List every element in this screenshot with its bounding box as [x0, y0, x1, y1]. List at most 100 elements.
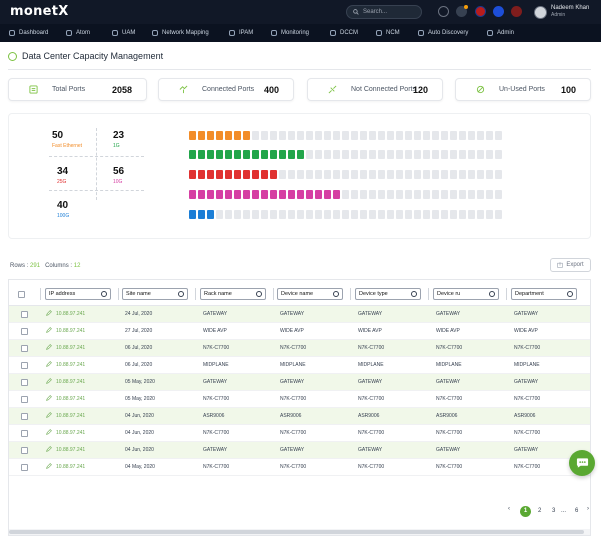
- network-icon: [152, 30, 158, 36]
- legend-divider: [49, 190, 144, 191]
- horizontal-scrollbar[interactable]: [9, 529, 590, 535]
- edit-icon[interactable]: [46, 327, 52, 333]
- next-page-button[interactable]: ›: [587, 506, 589, 512]
- column-filter-device-name[interactable]: Device name: [277, 288, 343, 300]
- column-filter-device-type[interactable]: Device type: [355, 288, 421, 300]
- row-checkbox[interactable]: [21, 464, 28, 471]
- table-cell: 06 Jul, 2020: [125, 345, 153, 351]
- nav-item-admin[interactable]: Admin: [487, 24, 514, 42]
- theme-toggle-icon[interactable]: [438, 6, 449, 17]
- nav-item-auto-discovery[interactable]: Auto Discovery: [418, 24, 468, 42]
- row-checkbox[interactable]: [21, 328, 28, 335]
- ip-address-link[interactable]: 10.88.97.241: [56, 328, 86, 334]
- row-checkbox[interactable]: [21, 447, 28, 454]
- ip-address-link[interactable]: 10.88.97.241: [56, 430, 86, 436]
- row-checkbox[interactable]: [21, 379, 28, 386]
- edit-icon[interactable]: [46, 463, 52, 469]
- port-cell: [297, 150, 304, 159]
- row-checkbox[interactable]: [21, 345, 28, 352]
- export-button[interactable]: Export: [550, 258, 591, 272]
- ip-address-link[interactable]: 10.88.97.241: [56, 464, 86, 470]
- table-row[interactable]: 10.88.97.241 04 Jun, 2020 GATEWAY GATEWAY GA…: [9, 442, 590, 459]
- page-button-6[interactable]: 6: [575, 508, 579, 514]
- table-row[interactable]: 10.88.97.241 27 Jul, 2020 WIDE AVP WIDE AVP…: [9, 323, 590, 340]
- nav-item-uam[interactable]: UAM: [112, 24, 135, 42]
- nav-item-dccm[interactable]: DCCM: [330, 24, 358, 42]
- edit-icon[interactable]: [46, 344, 52, 350]
- port-cell: [342, 150, 349, 159]
- table-row[interactable]: 10.88.97.241 24 Jul, 2020 GATEWAY GATEWAY GA…: [9, 306, 590, 323]
- language-flag-icon[interactable]: [475, 6, 486, 17]
- column-filter-device-ru[interactable]: Device ru: [433, 288, 499, 300]
- page-button-3[interactable]: 3: [552, 508, 556, 514]
- dccm-title-icon: [8, 51, 17, 61]
- column-filter-site-name[interactable]: Site name: [122, 288, 188, 300]
- port-cell: [216, 210, 223, 219]
- chat-button[interactable]: [569, 450, 595, 476]
- table-row[interactable]: 10.88.97.241 04 May, 2020 N7K-C7700 N7K-C77…: [9, 459, 590, 476]
- page-button-2[interactable]: 2: [538, 508, 542, 514]
- stat-value: 100: [560, 84, 576, 95]
- ip-address-link[interactable]: 10.88.97.241: [56, 311, 86, 317]
- ip-address-link[interactable]: 10.88.97.241: [56, 413, 86, 419]
- table-row[interactable]: 10.88.97.241 06 Jul, 2020 N7K-C7700 N7K-C77…: [9, 340, 590, 357]
- table-row[interactable]: 10.88.97.241 06 Jul, 2020 MIDPLANE MIDPLANE…: [9, 357, 590, 374]
- table-cell: N7K-C7700: [436, 430, 463, 436]
- row-checkbox[interactable]: [21, 311, 28, 318]
- nav-item-ipam[interactable]: IPAM: [229, 24, 253, 42]
- ip-address-link[interactable]: 10.88.97.241: [56, 379, 86, 385]
- port-cell: [270, 150, 277, 159]
- port-cell: [315, 150, 322, 159]
- table-row[interactable]: 10.88.97.241 04 Jun, 2020 N7K-C7700 N7K-C77…: [9, 425, 590, 442]
- ip-address-link[interactable]: 10.88.97.241: [56, 396, 86, 402]
- edit-icon[interactable]: [46, 412, 52, 418]
- ip-address-link[interactable]: 10.88.97.241: [56, 447, 86, 453]
- nav-item-network-mapping[interactable]: Network Mapping: [152, 24, 209, 42]
- edit-icon[interactable]: [46, 361, 52, 367]
- export-icon: [557, 262, 564, 268]
- page-button-1[interactable]: 1: [520, 506, 531, 517]
- edit-icon[interactable]: [46, 446, 52, 452]
- row-checkbox[interactable]: [21, 413, 28, 420]
- scrollbar-thumb[interactable]: [9, 530, 584, 534]
- column-filter-rack-name[interactable]: Rack name: [200, 288, 266, 300]
- port-cell: [279, 131, 286, 140]
- app-logo[interactable]: monetX: [10, 4, 69, 19]
- prev-page-button[interactable]: ‹: [508, 506, 510, 512]
- table-row[interactable]: 10.88.97.241 05 May, 2020 GATEWAY GATEWAY GA…: [9, 374, 590, 391]
- user-menu[interactable]: Nadeem Khan Admin: [534, 4, 598, 20]
- column-header: IP address: [49, 291, 76, 297]
- settings-icon[interactable]: [493, 6, 504, 17]
- nav-item-monitoring[interactable]: Monitoring: [271, 24, 309, 42]
- table-row[interactable]: 10.88.97.241 05 May, 2020 N7K-C7700 N7K-C77…: [9, 391, 590, 408]
- column-filter-department[interactable]: Department: [511, 288, 577, 300]
- ip-address-link[interactable]: 10.88.97.241: [56, 345, 86, 351]
- notification-icon[interactable]: [456, 5, 468, 17]
- ip-address-link[interactable]: 10.88.97.241: [56, 362, 86, 368]
- edit-icon[interactable]: [46, 395, 52, 401]
- port-cell: [378, 131, 385, 140]
- nav-item-ncm[interactable]: NCM: [376, 24, 400, 42]
- edit-icon[interactable]: [46, 310, 52, 316]
- row-checkbox[interactable]: [21, 396, 28, 403]
- row-checkbox[interactable]: [21, 362, 28, 369]
- table-cell: GATEWAY: [280, 447, 305, 453]
- port-cell: [234, 210, 241, 219]
- legend-value-fast-ethernet: 50: [52, 130, 64, 141]
- edit-icon[interactable]: [46, 378, 52, 384]
- nav-label: Admin: [497, 30, 515, 36]
- global-search[interactable]: Search...: [346, 5, 422, 19]
- nav-item-dashboard[interactable]: Dashboard: [9, 24, 48, 42]
- port-cell: [207, 190, 214, 199]
- nav-label: Network Mapping: [162, 30, 209, 36]
- edit-icon[interactable]: [46, 429, 52, 435]
- power-icon[interactable]: [511, 6, 522, 17]
- stat-label: Not Connected Ports: [351, 86, 416, 93]
- port-cell: [396, 131, 403, 140]
- column-filter-ip-address[interactable]: IP address: [45, 288, 111, 300]
- table-row[interactable]: 10.88.97.241 04 Jun, 2020 ASR9006 ASR9006 AS…: [9, 408, 590, 425]
- select-all-checkbox[interactable]: [18, 291, 25, 298]
- nav-item-atom[interactable]: Atom: [66, 24, 90, 42]
- port-cell: [414, 131, 421, 140]
- row-checkbox[interactable]: [21, 430, 28, 437]
